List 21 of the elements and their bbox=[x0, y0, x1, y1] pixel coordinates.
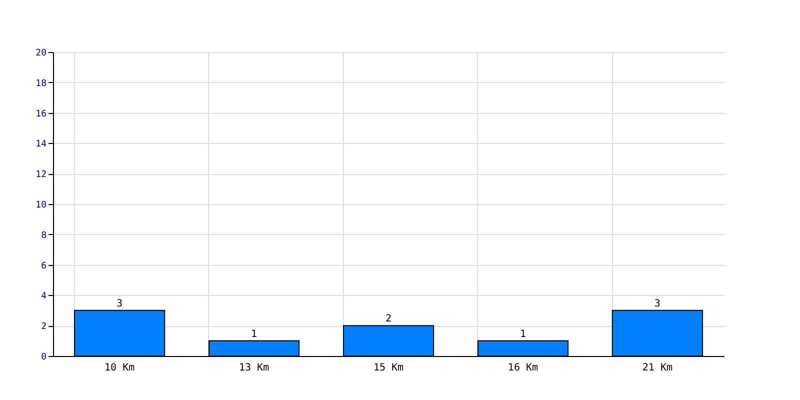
x-tick-label: 15 Km bbox=[373, 362, 404, 374]
data-label: 1 bbox=[251, 328, 258, 340]
y-tick-label: 6 bbox=[41, 261, 46, 272]
y-tick-label: 0 bbox=[41, 352, 46, 362]
data-label: 3 bbox=[654, 298, 660, 310]
y-tick-label: 2 bbox=[41, 322, 46, 332]
y-tick-label: 20 bbox=[36, 48, 46, 58]
y-tick-label: 18 bbox=[36, 78, 46, 89]
x-tick-label: 21 Km bbox=[642, 362, 672, 374]
x-tick-label: 10 Km bbox=[104, 362, 135, 374]
y-tick-label: 16 bbox=[36, 109, 46, 120]
data-label: 1 bbox=[520, 328, 526, 340]
x-tick-label: 16 Km bbox=[508, 362, 538, 374]
y-tick-label: 12 bbox=[36, 170, 46, 180]
data-label: 3 bbox=[116, 298, 123, 310]
x-tick-label: 13 Km bbox=[238, 362, 270, 374]
y-tick-label: 4 bbox=[41, 292, 46, 302]
y-tick-label: 10 bbox=[36, 200, 46, 210]
data-label: 2 bbox=[385, 314, 392, 325]
y-tick-label: 14 bbox=[36, 140, 46, 150]
y-tick-label: 8 bbox=[41, 230, 46, 241]
